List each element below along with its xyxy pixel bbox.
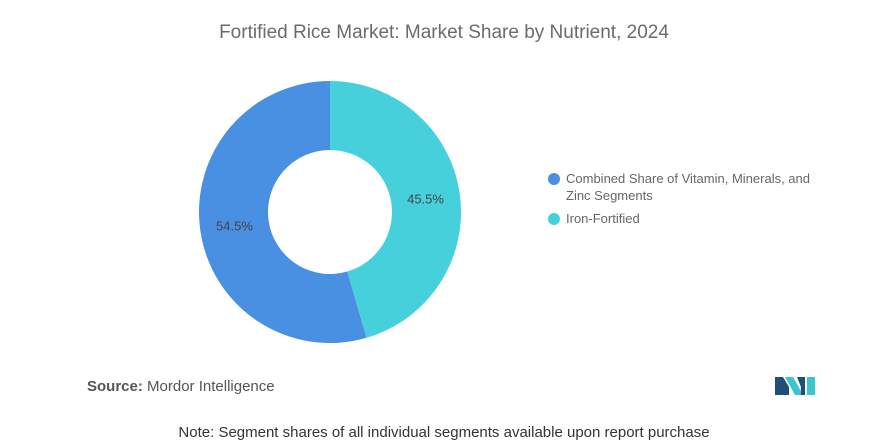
source-line: Source: Mordor Intelligence bbox=[87, 378, 275, 395]
chart-title: Fortified Rice Market: Market Share by N… bbox=[219, 22, 669, 43]
source-text: Mordor Intelligence bbox=[147, 378, 275, 395]
donut-slice-combined bbox=[198, 81, 367, 343]
donut-slice-iron-fortified bbox=[330, 81, 461, 338]
footnote: Note: Segment shares of all individual s… bbox=[178, 424, 710, 441]
legend-item-iron-fortified: Iron-Fortified bbox=[548, 210, 848, 227]
source-label: Source: bbox=[87, 378, 143, 395]
data-label-iron-fortified: 45.5% bbox=[407, 191, 444, 206]
legend-label-iron-fortified: Iron-Fortified bbox=[566, 211, 640, 226]
legend: Combined Share of Vitamin, Minerals, and… bbox=[548, 170, 848, 233]
data-label-combined: 54.5% bbox=[216, 219, 253, 234]
donut-chart: 54.5% 45.5% bbox=[198, 81, 461, 343]
mordor-intelligence-logo-icon bbox=[775, 377, 815, 395]
legend-item-combined: Combined Share of Vitamin, Minerals, and… bbox=[548, 170, 848, 204]
legend-swatch-iron-fortified bbox=[548, 213, 560, 225]
legend-swatch-combined bbox=[548, 173, 560, 185]
legend-label-combined: Combined Share of Vitamin, Minerals, and… bbox=[566, 171, 810, 203]
